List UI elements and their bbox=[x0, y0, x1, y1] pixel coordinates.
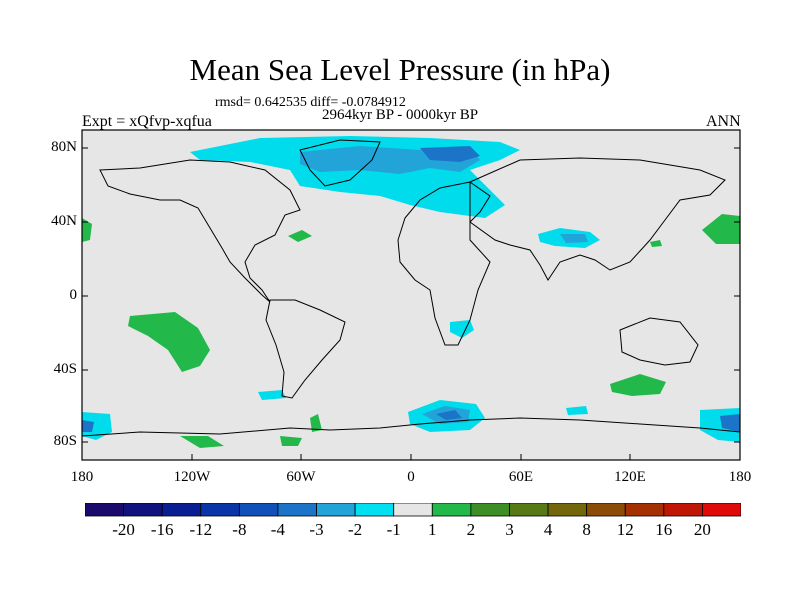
lon-label: 120E bbox=[614, 469, 646, 485]
lat-label: 80S bbox=[53, 433, 77, 449]
axis-ticks bbox=[82, 147, 740, 460]
colorbar-box bbox=[238, 503, 279, 517]
colorbar-box bbox=[354, 503, 395, 517]
colorbar-box bbox=[200, 503, 240, 517]
southern-ocean-low-west bbox=[82, 412, 112, 440]
colorbar-label: 20 bbox=[693, 520, 711, 539]
experiment-label: Expt = xQfvp-xqfua bbox=[82, 113, 212, 130]
chart-title: Mean Sea Level Pressure (in hPa) bbox=[189, 52, 611, 87]
colorbar-label: -12 bbox=[189, 520, 213, 539]
colorbar-box bbox=[547, 503, 588, 517]
lon-label: 180 bbox=[728, 469, 752, 485]
stats-label: rmsd= 0.642535 diff= -0.0784912 bbox=[215, 95, 406, 110]
pacific-small-high bbox=[650, 240, 662, 247]
lon-label: 120W bbox=[173, 469, 211, 485]
lat-label: 0 bbox=[69, 287, 78, 303]
colorbar-label: 8 bbox=[582, 520, 591, 539]
lon-label: 60W bbox=[286, 469, 316, 485]
lon-label: 0 bbox=[407, 469, 415, 485]
colorbar-label: 16 bbox=[655, 520, 673, 539]
colorbar-label: 12 bbox=[616, 520, 634, 539]
greenland-coast bbox=[299, 139, 381, 187]
north-america-coast bbox=[99, 159, 301, 303]
south-pacific-high bbox=[128, 312, 210, 372]
antarctica-coast bbox=[81, 417, 741, 437]
antarctic-high-2 bbox=[280, 436, 302, 446]
lat-label: 80N bbox=[51, 139, 77, 155]
colorbar-box bbox=[624, 503, 665, 517]
north-atlantic-small-high bbox=[288, 230, 312, 242]
colorbar-label: -4 bbox=[270, 520, 285, 539]
colorbar-box bbox=[316, 503, 356, 517]
antarctic-high-1 bbox=[180, 436, 224, 448]
colorbar-box bbox=[431, 503, 472, 517]
southern-ocean-low-east-core bbox=[720, 414, 740, 432]
asia-low-core bbox=[560, 234, 588, 243]
colorbar-box bbox=[470, 503, 510, 517]
colorbar-label: 1 bbox=[428, 520, 437, 539]
colorbar-box bbox=[161, 503, 202, 517]
positive-anomaly-regions bbox=[82, 214, 740, 448]
colorbar-label: 2 bbox=[466, 520, 476, 539]
lat-label: 40N bbox=[51, 213, 77, 229]
colorbar-label: 4 bbox=[543, 520, 553, 539]
colorbar-label: -16 bbox=[150, 520, 174, 539]
colorbar-label: -8 bbox=[232, 520, 247, 539]
colorbar-box bbox=[509, 503, 549, 517]
arctic-core bbox=[420, 146, 480, 162]
period-label: 2964kyr BP - 0000kyr BP bbox=[322, 107, 479, 123]
negative-anomaly-regions bbox=[82, 136, 740, 442]
southern-ocean-low-west-core bbox=[82, 420, 94, 432]
lon-label: 180 bbox=[70, 469, 94, 485]
colorbar-label: -20 bbox=[112, 520, 135, 539]
colorbar-box bbox=[393, 503, 433, 517]
colorbar-label: -1 bbox=[386, 520, 401, 539]
antarctic-high-3 bbox=[310, 414, 322, 432]
south-atlantic-small-low bbox=[258, 390, 286, 400]
coastlines bbox=[81, 139, 741, 437]
asia-coast bbox=[469, 157, 726, 281]
southern-ocean-low-atlantic-inner bbox=[436, 410, 462, 420]
indian-ocean-high bbox=[610, 374, 666, 396]
colorbar-box bbox=[663, 503, 703, 517]
lon-label: 60E bbox=[508, 469, 534, 485]
season-label: ANN bbox=[706, 113, 741, 130]
colorbar-box bbox=[702, 503, 741, 517]
lat-label: 40S bbox=[53, 361, 77, 377]
south-america-coast bbox=[265, 299, 346, 399]
colorbar bbox=[85, 503, 741, 517]
colorbar-label: 3 bbox=[505, 520, 514, 539]
north-pacific-high-west bbox=[82, 218, 92, 242]
north-pacific-high-east bbox=[702, 214, 740, 244]
colorbar-box bbox=[586, 503, 626, 517]
india-ocean-small-low bbox=[566, 406, 588, 415]
map-plot bbox=[81, 129, 741, 461]
colorbar-box bbox=[277, 503, 317, 517]
colorbar-box bbox=[123, 503, 163, 517]
colorbar-label: -3 bbox=[309, 520, 324, 539]
colorbar-label: -2 bbox=[348, 520, 363, 539]
colorbar-box bbox=[85, 503, 124, 517]
australia-coast bbox=[619, 317, 699, 366]
